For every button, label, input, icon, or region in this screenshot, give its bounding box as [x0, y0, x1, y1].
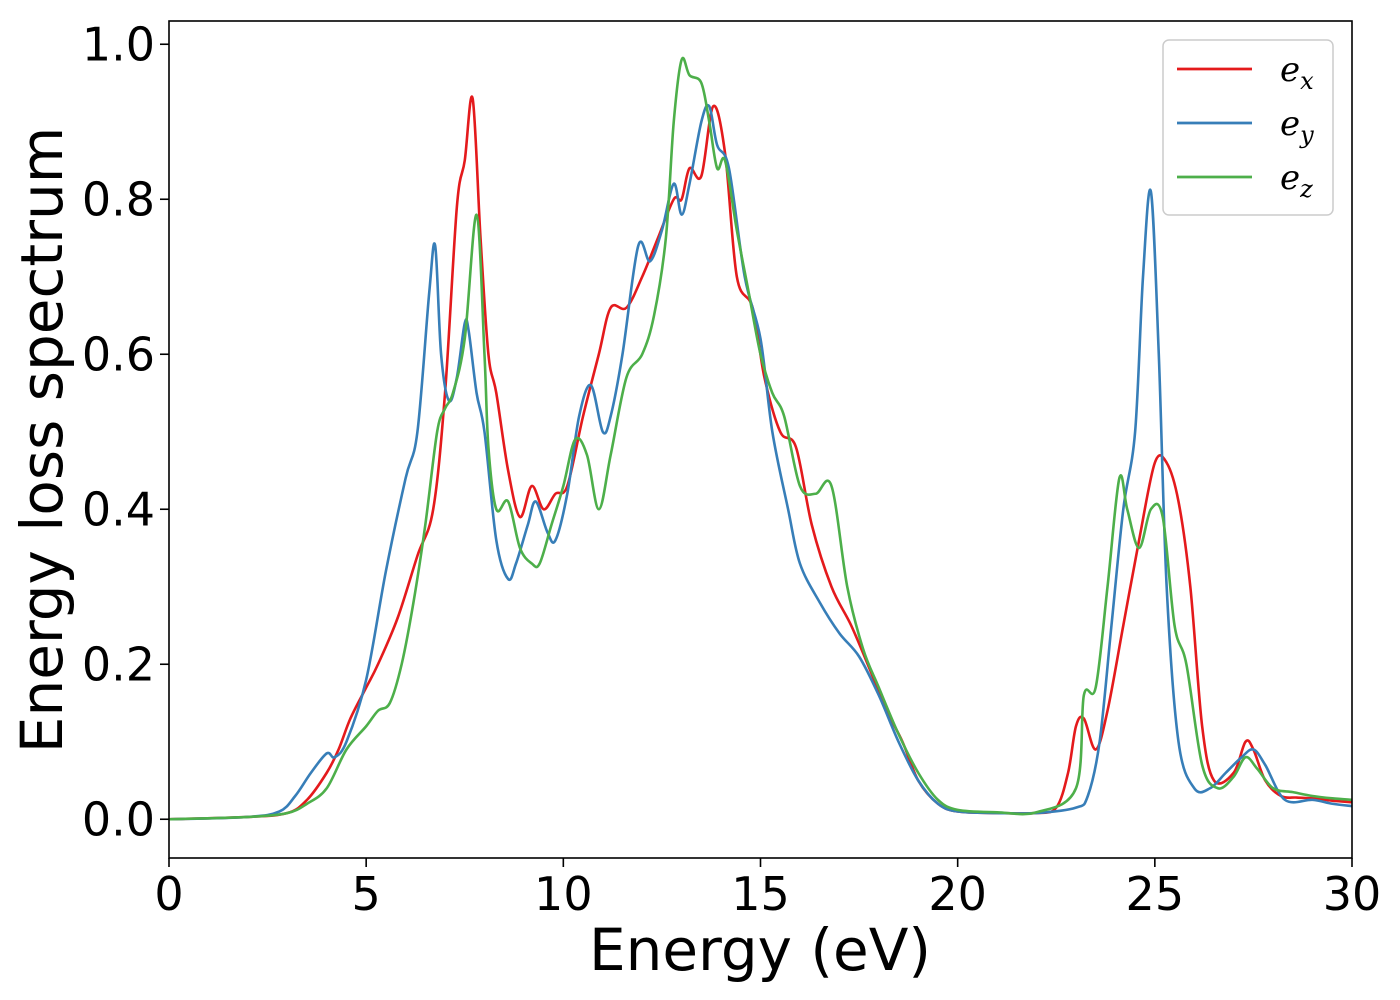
- legend-label-z: ez: [1280, 158, 1313, 203]
- y-tick-label: 1.0: [82, 17, 155, 71]
- y-axis-title: Energy loss spectrum: [8, 127, 76, 753]
- y-tick-label: 0.8: [82, 172, 155, 226]
- y-axis: 0.0 0.2 0.4 0.6 0.8 1.0: [82, 17, 169, 846]
- legend-label-x: ex: [1280, 50, 1314, 95]
- x-axis-title: Energy (eV): [589, 916, 931, 984]
- y-tick-label: 0.4: [82, 482, 155, 536]
- x-tick-label: 10: [534, 867, 593, 921]
- series-line-z: [168, 56, 1353, 821]
- x-axis: 0 5 10 15 20 25 30: [154, 858, 1381, 921]
- legend-label-y: ey: [1280, 104, 1314, 149]
- y-tick-label: 0.0: [82, 792, 155, 846]
- y-tick-label: 0.6: [82, 327, 155, 381]
- plot-area: [169, 21, 1352, 858]
- legend-box: [1162, 39, 1334, 216]
- x-tick-label: 20: [928, 867, 987, 921]
- x-tick-label: 15: [731, 867, 790, 921]
- x-tick-label: 5: [352, 867, 381, 921]
- x-tick-label: 25: [1126, 867, 1185, 921]
- series-line-x: [168, 95, 1353, 821]
- series-line-y: [168, 103, 1353, 821]
- x-tick-label: 30: [1323, 867, 1382, 921]
- x-tick-label: 0: [154, 867, 183, 921]
- series-layer: [168, 56, 1353, 821]
- y-tick-label: 0.2: [82, 637, 155, 691]
- legend: ex ey ez: [1162, 39, 1334, 216]
